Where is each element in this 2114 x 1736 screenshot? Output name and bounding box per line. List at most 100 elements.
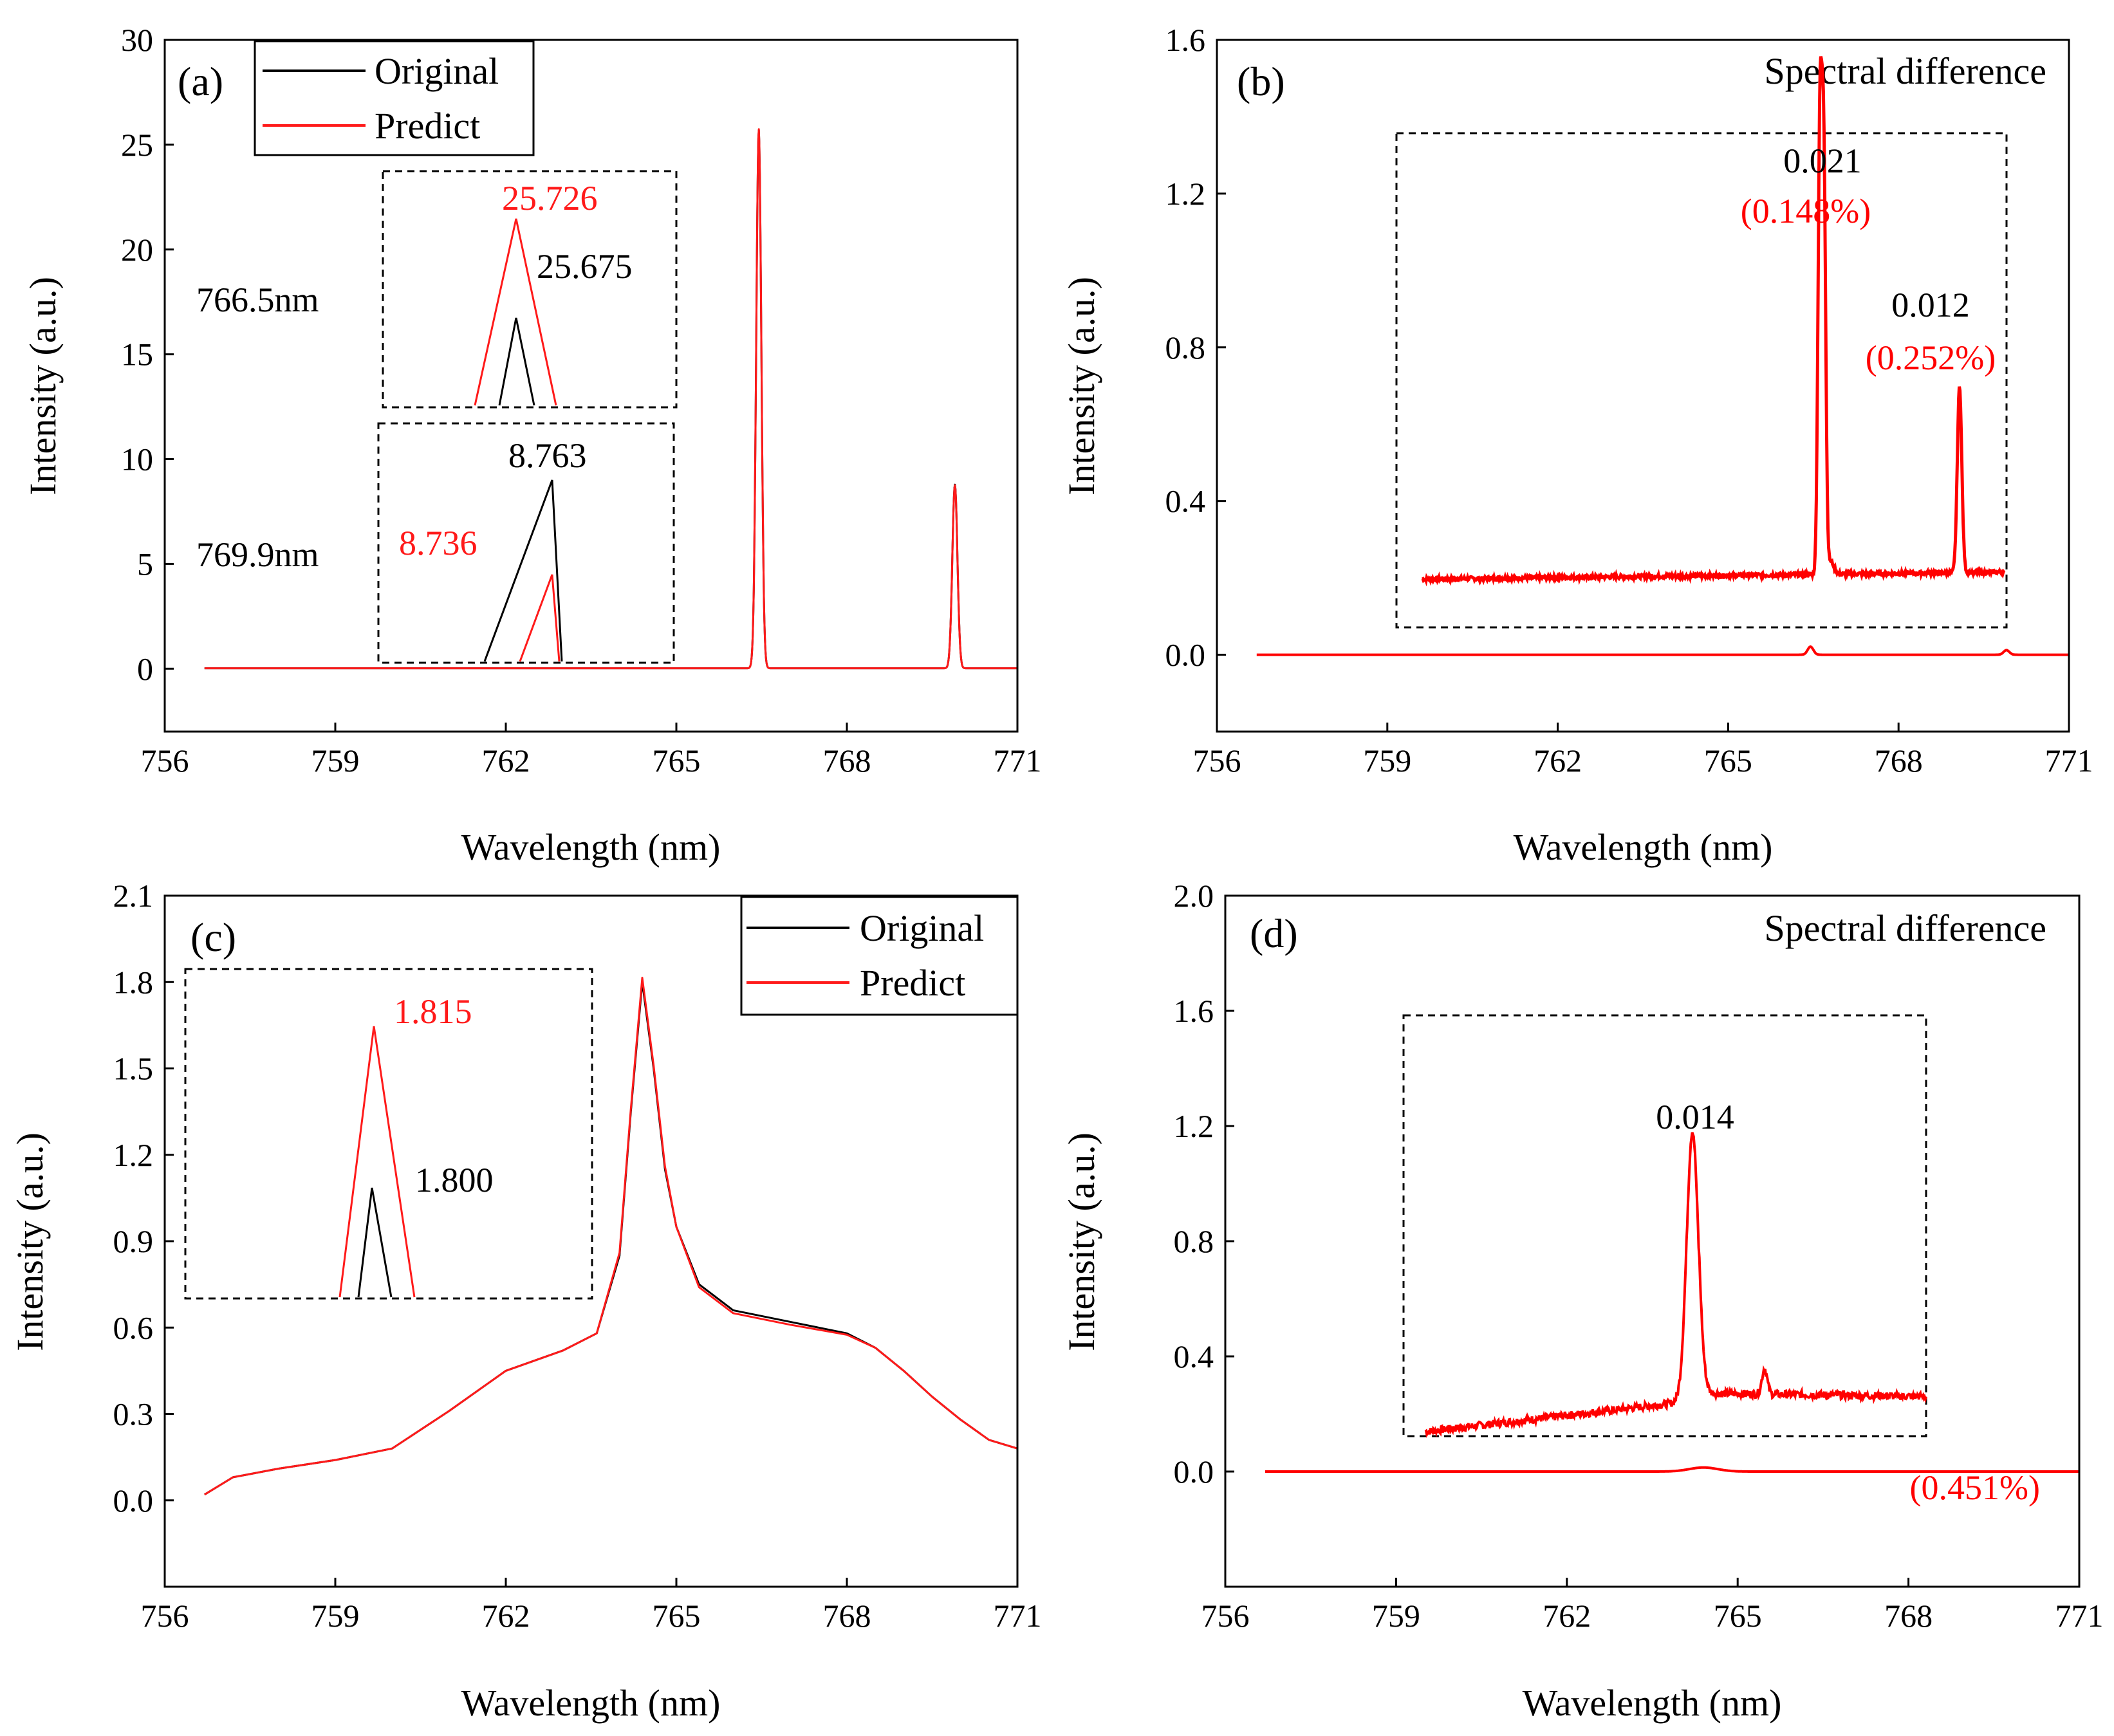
panel-a-inset2-predict-value: 8.736 xyxy=(399,524,478,562)
panel-a-y-tick-label: 15 xyxy=(121,337,153,373)
panel-b-x-axis-label: Wavelength (nm) xyxy=(1514,826,1773,868)
panel-d-label: (d) xyxy=(1250,910,1298,956)
panel-c-label: (c) xyxy=(190,914,236,960)
panel-d-inset-difference-line xyxy=(1424,1132,1927,1438)
panel-d-peak-percent: (0.451%) xyxy=(1910,1468,2040,1507)
panel-a-x-tick-label: 771 xyxy=(994,743,1042,779)
panel-a-inset1-predict-peak xyxy=(474,218,557,406)
panel-b-series-spectral-difference xyxy=(1256,645,2070,656)
panel-d-x-axis-label: Wavelength (nm) xyxy=(1523,1682,1782,1724)
panel-d-title: Spectral difference xyxy=(1764,907,2046,949)
panel-c-inset: 1.815 1.800 xyxy=(184,968,593,1300)
panel-d-y-tick-label: 1.6 xyxy=(1174,993,1214,1029)
panel-c-grid-layer: 756 759 762 765 768 771 0.0 0.3 0.6 0.9 1.2 1.5 1.8 2… xyxy=(113,878,1042,1634)
panel-c-y-tick-label: 1.8 xyxy=(113,964,154,1000)
panel-a-y-tick-label: 10 xyxy=(121,441,153,477)
panel-b-y-tick-label: 0.8 xyxy=(1165,329,1206,365)
panel-b-x-tick-label: 768 xyxy=(1875,743,1923,779)
panel-a-legend-original-label: Original xyxy=(375,50,499,92)
panel-c-y-tick-label: 0.6 xyxy=(113,1309,154,1345)
panel-a-inset1-original-peak xyxy=(498,317,535,406)
panel-b-label: (b) xyxy=(1237,59,1285,104)
panel-b-y-tick-label: 0.0 xyxy=(1165,637,1206,673)
panel-a-legend-predict-label: Predict xyxy=(375,105,480,147)
panel-d-plot-frame xyxy=(1224,894,2081,1588)
panel-a-x-tick-label: 768 xyxy=(823,743,871,779)
panel-b-inset-peak1-value: 0.021 xyxy=(1783,142,1862,180)
panel-c-legend-box xyxy=(740,896,1019,1016)
panel-d-y-tick-label: 0.0 xyxy=(1174,1454,1214,1490)
panel-a-legend-box xyxy=(254,40,535,156)
panel-b-x-tick-label: 771 xyxy=(2045,743,2093,779)
panel-b-inset: 0.021 (0.148%) 0.012 (0.252%) xyxy=(1395,56,2008,629)
panel-c-y-tick-label: 0.3 xyxy=(113,1396,154,1432)
panel-a-inset2-predict-peak xyxy=(519,574,561,662)
panel-c-x-tick-label: 771 xyxy=(994,1598,1042,1634)
panel-c-y-tick-label: 1.2 xyxy=(113,1137,154,1173)
panel-a-series-predict xyxy=(204,128,1018,670)
panel-b-x-tick-label: 762 xyxy=(1534,743,1582,779)
panel-a-peak2-wavelength: 769.9nm xyxy=(196,535,319,574)
panel-b-inset-difference-line xyxy=(1421,56,2006,587)
panel-a-inset2-original-value: 8.763 xyxy=(508,436,587,475)
panel-b-plot-frame xyxy=(1216,39,2070,733)
panel-d-x-tick-label: 771 xyxy=(2055,1598,2104,1634)
panel-a-inset1-frame xyxy=(382,170,678,409)
panel-c-x-tick-label: 762 xyxy=(482,1598,530,1634)
panel-c-plot-frame xyxy=(163,894,1019,1588)
panel-d-series-spectral-difference xyxy=(1264,1466,2081,1473)
panel-a-series-layer xyxy=(204,128,1018,670)
panel-d-inset: 0.014 xyxy=(1402,1014,1927,1438)
panel-a-inset1-predict-value: 25.726 xyxy=(502,179,598,217)
panel-a-y-axis-label: Intensity (a.u.) xyxy=(22,277,64,495)
panel-b-x-tick-label: 765 xyxy=(1704,743,1752,779)
panel-b-inset-peak2-percent: (0.252%) xyxy=(1866,338,1996,377)
panel-a-y-tick-label: 0 xyxy=(137,651,153,687)
panel-b-y-tick-label: 0.4 xyxy=(1165,483,1206,519)
panel-a-x-tick-label: 759 xyxy=(311,743,360,779)
panel-b: 756 759 762 765 768 771 0.0 0.4 0.8 1.2 1.6 (b) Sp… xyxy=(1061,22,2093,868)
panel-d-x-tick-label: 762 xyxy=(1543,1598,1591,1634)
panel-a-x-tick-label: 765 xyxy=(653,743,701,779)
panel-c-inset-predict-peak xyxy=(338,1026,416,1298)
panel-c-series-layer xyxy=(204,977,1018,1496)
panel-d-y-axis-label: Intensity (a.u.) xyxy=(1061,1132,1102,1351)
panel-a-plot-frame xyxy=(163,39,1019,733)
panel-b-y-axis-label: Intensity (a.u.) xyxy=(1061,277,1102,495)
panel-d-y-tick-label: 0.8 xyxy=(1174,1223,1214,1259)
panel-d-y-tick-label: 2.0 xyxy=(1174,878,1214,914)
panel-d-grid-layer: 756 759 762 765 768 771 0.0 0.4 0.8 1.2 1.6 2.0 xyxy=(1174,878,2104,1634)
panel-c-inset-original-peak xyxy=(357,1187,393,1298)
panel-d-x-tick-label: 765 xyxy=(1714,1598,1762,1634)
panel-d-x-tick-label: 759 xyxy=(1372,1598,1420,1634)
panel-c-y-tick-label: 2.1 xyxy=(113,878,154,914)
panel-a-x-axis-label: Wavelength (nm) xyxy=(461,826,721,868)
panel-a-y-tick-label: 30 xyxy=(121,22,153,58)
panel-a: 756 759 762 765 768 771 0 5 10 15 20 25 30 (a) Wavel… xyxy=(22,22,1042,868)
panel-b-x-tick-label: 759 xyxy=(1363,743,1411,779)
panel-a-y-tick-label: 20 xyxy=(121,232,153,268)
panel-a-inset-peak2: 8.763 8.736 xyxy=(377,422,675,664)
panel-a-x-tick-label: 756 xyxy=(141,743,189,779)
panel-a-inset2-frame xyxy=(377,422,675,664)
panel-c-y-tick-label: 0.9 xyxy=(113,1223,154,1259)
panel-c: 756 759 762 765 768 771 0.0 0.3 0.6 0.9 1.2 1.5 1.8 2… xyxy=(9,878,1042,1724)
panel-a-grid-layer: 756 759 762 765 768 771 0 5 10 15 20 25 30 xyxy=(121,22,1042,779)
panel-c-inset-predict-value: 1.815 xyxy=(394,992,472,1031)
panel-c-series-predict xyxy=(204,977,1018,1496)
panel-c-y-axis-label: Intensity (a.u.) xyxy=(9,1132,51,1351)
panel-d-x-tick-label: 756 xyxy=(1201,1598,1250,1634)
panel-d-y-tick-label: 1.2 xyxy=(1174,1108,1214,1144)
panel-c-legend-original-label: Original xyxy=(860,907,984,949)
panel-a-peak1-wavelength: 766.5nm xyxy=(196,281,319,319)
panel-a-label: (a) xyxy=(178,59,223,104)
panel-b-inset-frame xyxy=(1395,132,2008,629)
panel-c-y-tick-label: 0.0 xyxy=(113,1482,154,1519)
panel-c-x-tick-label: 756 xyxy=(141,1598,189,1634)
panel-b-grid-layer: 756 759 762 765 768 771 0.0 0.4 0.8 1.2 1.6 xyxy=(1165,22,2093,779)
panel-a-inset1-original-value: 25.675 xyxy=(537,247,633,286)
panel-c-x-tick-label: 765 xyxy=(653,1598,701,1634)
panel-b-series-layer xyxy=(1256,645,2070,656)
panel-d-inset-frame xyxy=(1402,1014,1927,1437)
panel-a-inset2-original-peak xyxy=(483,479,563,662)
